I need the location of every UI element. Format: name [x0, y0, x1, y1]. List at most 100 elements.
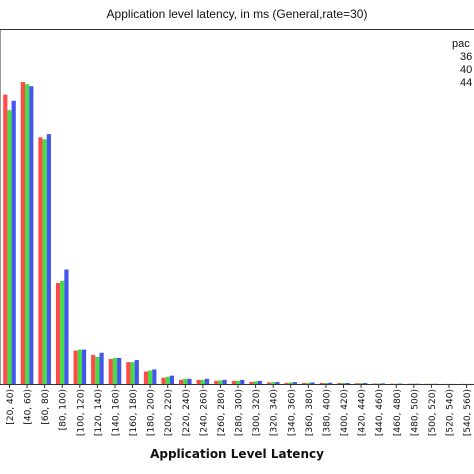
bar-44-5 — [99, 352, 104, 384]
bar-40-7 — [130, 362, 135, 384]
bar-40-4 — [77, 349, 82, 384]
x-tick-label: [100, 120) — [76, 389, 86, 436]
x-tick-label: [520, 540) — [446, 389, 456, 436]
bar-40-20 — [359, 383, 364, 384]
bar-44-16 — [292, 382, 298, 384]
bar-40-12 — [218, 380, 223, 384]
bar-36-15 — [266, 382, 272, 384]
bar-44-20 — [363, 383, 368, 384]
bar-44-18 — [328, 382, 333, 384]
bar-44-2 — [46, 134, 51, 384]
bar-44-8 — [152, 369, 157, 384]
legend-entry-40: 40 — [460, 64, 473, 76]
bar-44-13 — [240, 379, 245, 384]
bar-36-11 — [196, 379, 201, 384]
x-tick-label: [480, 500) — [410, 389, 420, 436]
bar-36-19 — [337, 382, 342, 384]
bar-44-6 — [117, 357, 122, 384]
x-tick-label: [300, 320) — [252, 389, 262, 436]
bar-44-1 — [29, 86, 34, 384]
bar-36-8 — [143, 371, 149, 384]
bar-40-0 — [7, 110, 12, 385]
bar-44-11 — [204, 378, 210, 384]
x-tick-label: [180, 200) — [147, 389, 157, 436]
x-tick-label: [420, 440) — [358, 389, 368, 436]
bar-40-17 — [306, 382, 311, 384]
bars-group — [3, 82, 473, 385]
bar-44-15 — [275, 381, 280, 384]
x-tick-label: [140, 160) — [111, 389, 121, 436]
bar-44-17 — [310, 382, 315, 384]
bar-44-3 — [64, 269, 69, 384]
bar-36-5 — [91, 354, 96, 384]
bar-40-16 — [288, 382, 293, 384]
bar-36-0 — [3, 94, 8, 385]
bar-44-12 — [222, 379, 227, 384]
bar-40-10 — [183, 378, 188, 384]
bar-40-19 — [341, 382, 346, 384]
bar-36-6 — [108, 359, 113, 384]
x-tick-label: [240, 260) — [199, 389, 209, 436]
x-tick-label: [40, 60) — [24, 389, 34, 425]
bar-40-3 — [60, 280, 65, 384]
x-axis-label: Application Level Latency — [150, 447, 324, 461]
bar-36-18 — [319, 382, 324, 384]
legend-entry-36: 36 — [460, 51, 473, 63]
bar-40-15 — [271, 382, 276, 384]
bar-44-0 — [11, 100, 16, 385]
bar-40-21 — [376, 383, 381, 384]
x-tick-label: [400, 420) — [340, 389, 350, 436]
bar-36-7 — [126, 362, 131, 384]
bar-44-10 — [187, 378, 192, 384]
x-tick-label: [120, 140) — [94, 389, 104, 436]
bar-44-14 — [257, 380, 262, 384]
bar-44-4 — [81, 349, 87, 384]
x-tick-label: [60, 80) — [41, 389, 51, 425]
x-tick-label: [260, 280) — [217, 389, 227, 436]
legend: pac 36 40 44 — [452, 38, 472, 90]
bar-36-12 — [214, 380, 219, 384]
x-tick-label: [20, 40) — [6, 389, 16, 425]
bar-36-4 — [73, 350, 78, 384]
bar-40-9 — [165, 376, 170, 384]
bar-36-1 — [20, 82, 25, 384]
bar-40-11 — [200, 379, 205, 384]
x-tick-label: [320, 340) — [270, 389, 280, 436]
x-tick-label: [440, 460) — [375, 389, 385, 436]
x-tick-label: [80, 100) — [59, 389, 69, 430]
x-tick-label: [160, 180) — [129, 389, 139, 436]
bar-36-9 — [161, 377, 166, 384]
bar-44-9 — [169, 375, 175, 384]
x-tick-label: [360, 380) — [305, 389, 315, 436]
x-tick-label: [280, 300) — [235, 389, 245, 436]
bar-40-5 — [95, 356, 100, 384]
x-tick-label: [380, 400) — [322, 389, 332, 436]
bar-44-7 — [134, 360, 139, 384]
bar-36-16 — [284, 382, 289, 384]
chart-title: Application level latency, in ms (Genera… — [0, 0, 474, 30]
bar-44-21 — [380, 383, 385, 384]
bar-40-14 — [253, 381, 258, 384]
bar-40-13 — [235, 380, 241, 384]
bar-36-14 — [249, 381, 254, 384]
bar-40-1 — [24, 84, 30, 384]
bar-36-10 — [179, 379, 184, 384]
bar-36-2 — [38, 137, 43, 384]
legend-entry-44: 44 — [460, 77, 473, 89]
bar-36-21 — [372, 383, 377, 384]
bar-44-19 — [345, 382, 350, 384]
x-tick-label: [500, 520) — [428, 389, 438, 436]
x-tick-label: [200, 220) — [164, 389, 174, 436]
bar-40-8 — [148, 370, 153, 384]
bar-40-6 — [112, 357, 118, 384]
bar-36-3 — [55, 283, 61, 384]
bar-40-2 — [42, 139, 47, 384]
x-tick-label: [460, 480) — [393, 389, 403, 436]
bar-36-17 — [302, 382, 307, 384]
x-tick-label: [340, 360) — [287, 389, 297, 436]
x-tick-label: [220, 240) — [182, 389, 192, 436]
bar-40-18 — [323, 382, 329, 384]
bar-36-13 — [231, 380, 236, 384]
x-ticks-group: [20, 40) [40, 60) [60, 80) [80, 100) [100, 1… — [6, 384, 473, 436]
